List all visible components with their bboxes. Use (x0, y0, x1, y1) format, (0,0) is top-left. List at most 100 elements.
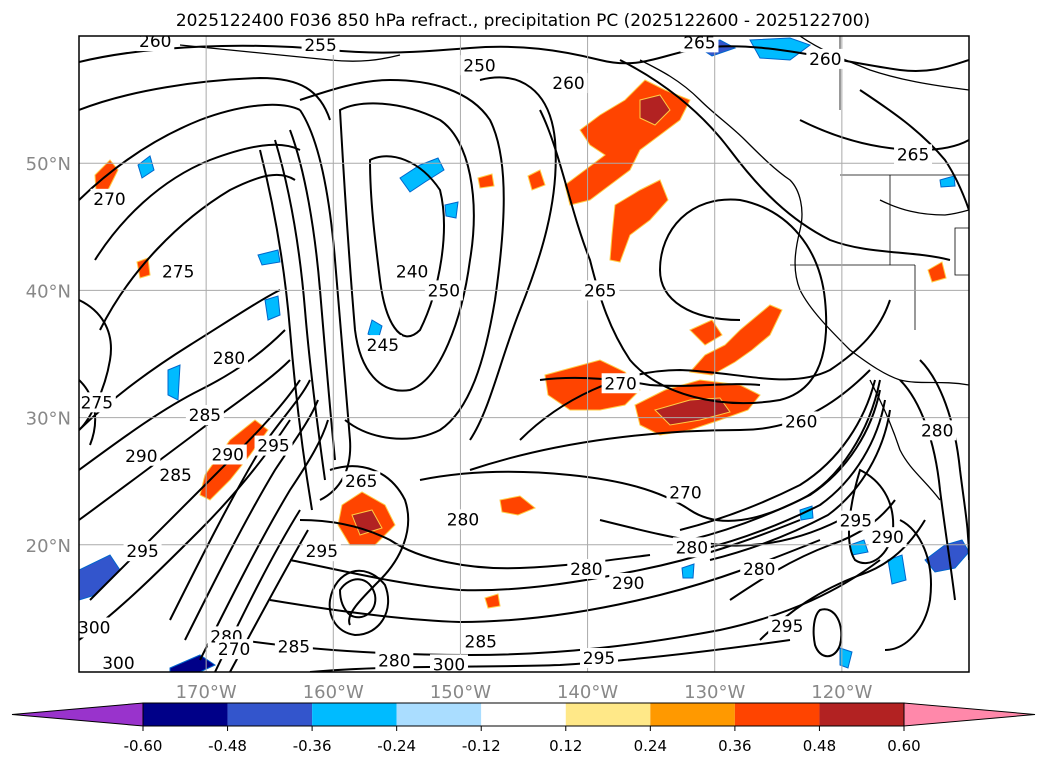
contour-label-bg (609, 572, 648, 593)
lon-tick-label: 120°W (811, 682, 872, 703)
contour-line (79, 359, 291, 521)
colorbar-tick-label: 0.48 (803, 737, 836, 755)
lon-tick-label: 140°W (557, 682, 618, 703)
contour-label: 280 (213, 349, 245, 369)
contour-line (79, 299, 112, 431)
contour-label-bg (836, 510, 875, 531)
contour-label-bg (567, 558, 606, 579)
colorbar-bin (650, 703, 735, 726)
contour-label-bg (443, 509, 482, 530)
colorbar-tick-label: 0.24 (634, 737, 667, 755)
contour-label-bg (580, 648, 619, 669)
contour-line (899, 379, 956, 601)
contour-label: 280 (378, 652, 410, 672)
precip-patch (264, 295, 281, 321)
contour-label-bg (782, 411, 821, 432)
lon-tick-labels: 170°W 160°W 150°W 140°W 130°W 120°W (176, 682, 873, 703)
contour-label: 265 (345, 472, 377, 492)
contour-line (679, 379, 876, 531)
precip-patch (887, 554, 907, 585)
contour-label: 265 (584, 281, 616, 301)
contour-label: 285 (278, 638, 310, 658)
contour-label-bg (79, 617, 114, 638)
contour-line (368, 155, 445, 338)
contour-label: 245 (367, 336, 399, 356)
contour-label: 300 (102, 654, 134, 674)
contour-line (89, 379, 301, 601)
contour-line (184, 399, 319, 641)
contour-label-bg (254, 435, 293, 456)
precip-patch (681, 563, 695, 579)
contour-label: 285 (465, 632, 497, 652)
contour-line (539, 109, 828, 404)
precip-patch (689, 319, 723, 346)
contour-label-bg (424, 280, 463, 301)
contour-line (709, 409, 891, 561)
contour-label-bg (680, 36, 719, 53)
contour-line (289, 519, 801, 592)
contour-label: 260 (785, 412, 817, 432)
colorbar-tick-label: -0.12 (462, 737, 501, 755)
contour-label-bg (461, 631, 500, 652)
contour-line (812, 608, 843, 658)
contour-label: 280 (676, 538, 708, 558)
colorbar-frame (142, 702, 905, 727)
contour-label: 295 (257, 437, 289, 457)
contour-label: 290 (212, 445, 244, 465)
coastline (879, 199, 969, 216)
lat-tick-label: 40°N (26, 281, 71, 302)
contour-label: 240 (396, 262, 428, 282)
lat-tick-label: 20°N (26, 536, 71, 557)
contour-line (539, 376, 761, 387)
contour-label-bg (301, 36, 340, 55)
contour-line (169, 379, 311, 621)
contour-label-bg (185, 405, 224, 426)
contour-label-bg (159, 261, 198, 282)
colorbar-tick-label: -0.24 (377, 737, 416, 755)
precip-patch (257, 249, 281, 266)
contour-label: 290 (612, 574, 644, 594)
contour-line (699, 399, 886, 551)
contour-line (419, 379, 881, 522)
contour-label: 295 (583, 649, 615, 669)
contour-label-bg (768, 616, 807, 637)
contour-label: 285 (189, 406, 221, 426)
precip-patch (167, 364, 181, 401)
contour-line (919, 359, 969, 561)
contour-line (329, 465, 410, 626)
contour-label: 280 (570, 560, 602, 580)
lat-tick-labels: 20°N 30°N 40°N 50°N (26, 154, 71, 557)
contour-line (338, 102, 475, 392)
contour-label-bg (918, 420, 957, 441)
precip-patch (654, 397, 731, 426)
contour-label-bg (99, 653, 138, 672)
colorbar-bin (734, 703, 820, 726)
contour-label-bg (894, 144, 933, 165)
precip-patch (444, 201, 459, 219)
coastline (639, 59, 969, 386)
contour-label: 295 (771, 617, 803, 637)
precip-patch (939, 175, 956, 188)
contour-label: 300 (78, 618, 110, 638)
contour-label: 265 (683, 33, 715, 53)
lon-tick-label: 160°W (303, 682, 364, 703)
contour-line (274, 139, 326, 481)
colorbar-bin (312, 703, 397, 726)
contour-label: 295 (840, 512, 872, 532)
contour-label-bg (136, 36, 175, 52)
contour-line (519, 299, 891, 441)
contour-label-bg (740, 558, 779, 579)
contour-label: 250 (428, 281, 460, 301)
contour-label-bg (375, 650, 414, 671)
contour-label: 280 (447, 510, 479, 530)
coastlines (179, 36, 969, 501)
colorbar-tick-label: -0.48 (208, 737, 247, 755)
contour-label: 270 (669, 484, 701, 504)
coastline (799, 36, 969, 91)
contour-line (884, 519, 932, 651)
borders (790, 36, 969, 330)
contour-label-bg (90, 188, 129, 209)
precip-patch (927, 261, 947, 283)
precip-patch (839, 647, 853, 669)
